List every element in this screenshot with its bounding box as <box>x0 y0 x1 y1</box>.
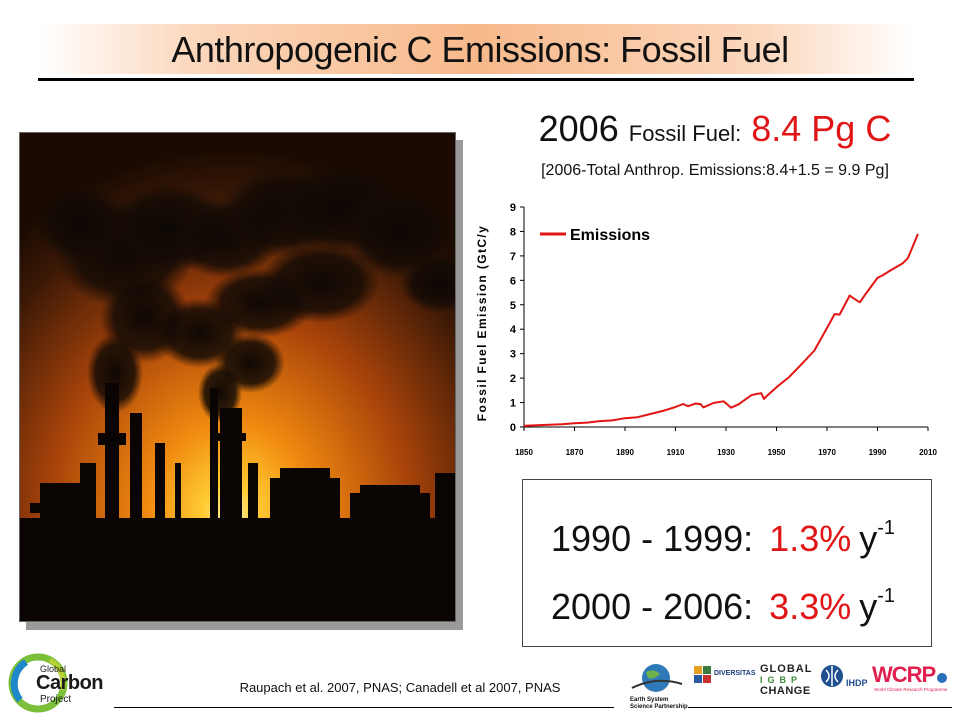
x-tick-label: 1890 <box>616 448 634 457</box>
essp-globe-icon <box>631 664 683 692</box>
rate-row-1990s: 1990 - 1999: 1.3% y-1 <box>551 510 895 561</box>
essp-line2: Science Partnership <box>630 704 688 710</box>
rate-row-2000s: 2000 - 2006: 3.3% y-1 <box>551 578 895 629</box>
rate-value: 3.3% <box>769 586 852 627</box>
x-tick-label: 1950 <box>768 448 786 457</box>
rate-unit: y-1 <box>859 517 896 559</box>
rate-unit: y-1 <box>859 585 896 627</box>
diversitas-text: DIVERSITAS <box>714 670 756 677</box>
global-carbon-project-logo: Global Carbon Project <box>6 650 116 716</box>
emissions-chart-svg: 0 1 2 3 4 5 6 7 8 9 1850 1870 1890 1910 1930 1950 1970 19… <box>475 202 937 457</box>
headline: 2006 Fossil Fuel: 8.4 Pg C <box>480 106 950 157</box>
y-axis-label: Fossil Fuel Emission (GtC/y <box>475 225 489 422</box>
essp-line1: Earth System <box>630 697 669 703</box>
y-tick-label: 0 <box>510 422 516 434</box>
x-tick-label: 1910 <box>667 448 685 457</box>
rate-unit-base: y <box>859 586 878 627</box>
emissions-chart: 0 1 2 3 4 5 6 7 8 9 1850 1870 1890 1910 1930 1950 1970 19… <box>468 190 948 462</box>
legend-label-emissions: Emissions <box>570 227 650 244</box>
rate-unit-exponent: -1 <box>877 517 896 539</box>
slide-title: Anthropogenic C Emissions: Fossil Fuel <box>171 29 789 70</box>
y-tick-label: 5 <box>510 300 516 312</box>
y-tick-label: 7 <box>510 251 516 263</box>
y-tick-label: 1 <box>510 398 516 410</box>
x-tick-label: 2010 <box>919 448 937 457</box>
essp-text: Earth System Science Partnership <box>630 697 692 711</box>
global-change-line2: IGBP <box>760 675 803 685</box>
global-change-logo: GLOBAL IGBP CHANGE <box>760 664 816 700</box>
x-tick-label: 1850 <box>515 448 533 457</box>
title-divider <box>38 78 914 81</box>
wcrp-subtitle: World Climate Research Programme <box>874 687 948 692</box>
ihdp-logo: IHDP <box>820 664 870 694</box>
ihdp-globe-icon <box>821 665 843 687</box>
rate-period: 2000 - 2006: <box>551 586 754 627</box>
smokestack-photo <box>19 132 456 622</box>
y-tick-label: 4 <box>510 324 517 336</box>
y-tick-label: 2 <box>510 373 516 385</box>
gcp-line2: Carbon <box>36 672 104 694</box>
x-tick-label: 1970 <box>818 448 836 457</box>
x-tick-label: 1990 <box>869 448 887 457</box>
growth-rates-box: 1990 - 1999: 1.3% y-1 2000 - 2006: 3.3% y-1 <box>522 479 932 647</box>
wcrp-globe-icon <box>937 673 947 683</box>
rate-unit-base: y <box>859 518 878 559</box>
rate-period: 1990 - 1999: <box>551 518 754 559</box>
y-tick-label: 8 <box>510 226 516 238</box>
y-tick-label: 6 <box>510 275 516 287</box>
series-line-emissions <box>523 233 919 427</box>
y-tick-label: 3 <box>510 349 516 361</box>
gcp-swirl-icon <box>8 653 68 713</box>
rate-value: 1.3% <box>769 518 852 559</box>
global-change-line1: GLOBAL <box>760 663 813 675</box>
footer-rule-left <box>114 707 614 708</box>
headline-value: 8.4 Pg C <box>751 108 892 149</box>
headline-label: Fossil Fuel: <box>628 121 742 146</box>
x-tick-label: 1930 <box>717 448 735 457</box>
title-bar <box>38 24 914 74</box>
wcrp-logo: WCRP World Climate Research Programme <box>872 662 956 698</box>
footer-rule-right <box>688 707 952 708</box>
smokestack-photo-art <box>20 133 455 621</box>
wcrp-text: WCRP <box>872 662 936 687</box>
rate-unit-exponent: -1 <box>877 585 896 607</box>
total-emissions-note: [2006-Total Anthrop. Emissions:8.4+1.5 =… <box>541 162 889 179</box>
diversitas-mosaic-icon <box>694 666 711 683</box>
x-tick-label: 1870 <box>566 448 584 457</box>
essp-logo: Earth System Science Partnership <box>630 662 688 718</box>
global-change-line3: CHANGE <box>760 685 811 697</box>
headline-year: 2006 <box>538 108 619 149</box>
gcp-line1: Global <box>40 664 67 674</box>
diversitas-logo: DIVERSITAS <box>694 664 756 694</box>
ihdp-text: IHDP <box>846 678 868 688</box>
citation: Raupach et al. 2007, PNAS; Canadell et a… <box>239 680 561 695</box>
gcp-line3: Project <box>40 694 72 705</box>
y-tick-label: 9 <box>510 202 516 214</box>
